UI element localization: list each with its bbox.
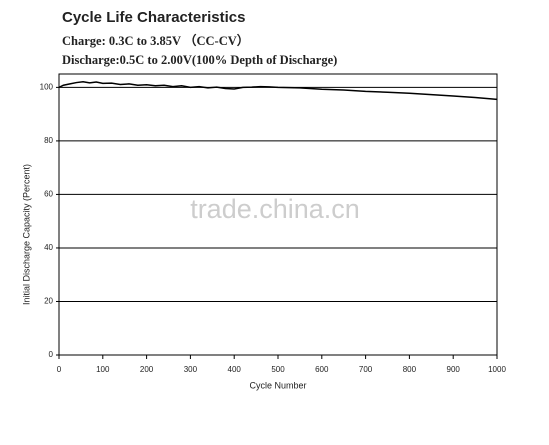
data-line — [58, 81, 498, 101]
x-tick-label: 600 — [315, 365, 329, 374]
x-tick-label: 700 — [359, 365, 373, 374]
subtitle: Discharge:0.5C to 2.00V(100% Depth of Di… — [62, 53, 337, 67]
x-tick-label: 100 — [96, 365, 110, 374]
x-tick-label: 200 — [140, 365, 154, 374]
x-tick-label: 300 — [184, 365, 198, 374]
y-tick-label: 100 — [40, 82, 54, 91]
subtitle: Charge: 0.3C to 3.85V （CC-CV） — [62, 33, 249, 48]
x-tick-label: 500 — [271, 365, 285, 374]
y-tick-label: 0 — [49, 350, 54, 359]
x-tick-label: 1000 — [488, 365, 506, 374]
y-tick-label: 20 — [44, 297, 53, 306]
y-axis-label: Initial Discharge Capacity (Percent) — [21, 164, 31, 305]
watermark: trade.china.cn — [190, 194, 360, 224]
chart-title: Cycle Life Characteristics — [62, 9, 245, 26]
x-tick-label: 400 — [228, 365, 242, 374]
y-tick-label: 60 — [44, 190, 53, 199]
x-tick-label: 0 — [57, 365, 62, 374]
x-tick-label: 900 — [447, 365, 461, 374]
x-axis-label: Cycle Number — [249, 380, 306, 390]
y-tick-label: 40 — [44, 243, 53, 252]
y-tick-label: 80 — [44, 136, 53, 145]
x-tick-label: 800 — [403, 365, 417, 374]
